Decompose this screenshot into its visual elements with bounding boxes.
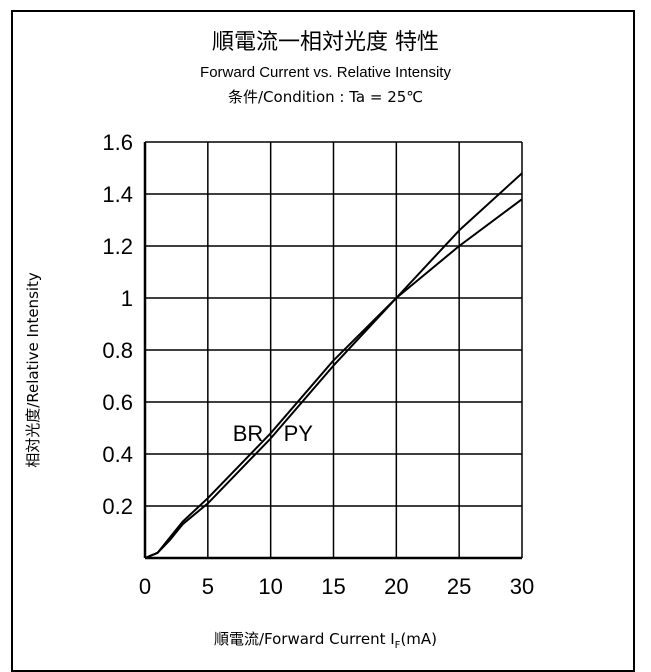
x-tick-label: 10 xyxy=(258,574,282,599)
y-tick-label: 1 xyxy=(121,286,133,311)
series-annotations: BR PY xyxy=(233,421,314,446)
x-tick-label: 5 xyxy=(202,574,214,599)
series-lines xyxy=(144,172,523,559)
chart-axes xyxy=(143,142,522,560)
y-tick-label: 0.4 xyxy=(102,442,133,467)
x-axis-label: 順電流/Forward Current IF(mA) xyxy=(0,628,651,651)
x-tick-label: 30 xyxy=(510,574,534,599)
x-tick-labels: 0 5 10 15 20 25 30 xyxy=(139,574,534,599)
series-label-py: PY xyxy=(284,421,314,446)
chart-title-cn: 順電流一相対光度 特性 xyxy=(212,30,439,55)
x-tick-label: 20 xyxy=(384,574,408,599)
y-tick-label: 1.2 xyxy=(102,234,133,259)
x-axis-label-prefix: 順電流/Forward Current I xyxy=(213,630,395,648)
y-tick-label: 1.6 xyxy=(102,130,133,155)
x-axis-label-suffix: (mA) xyxy=(400,630,438,648)
y-tick-label: 0.8 xyxy=(102,338,133,363)
x-tick-label: 15 xyxy=(321,574,345,599)
chart-condition: 条件/Condition : Ta = 25℃ xyxy=(228,88,424,106)
y-axis-label: 相対光度/Relative Intensity xyxy=(24,272,42,468)
series-line-py xyxy=(144,198,523,559)
chart-title-en: Forward Current vs. Relative Intensity xyxy=(200,64,451,81)
x-tick-label: 25 xyxy=(447,574,471,599)
y-tick-label: 0.2 xyxy=(102,494,133,519)
figure-frame xyxy=(11,10,635,672)
x-axis-label-sub: F xyxy=(394,640,401,651)
y-tick-label: 1.4 xyxy=(102,182,133,207)
series-label-br: BR xyxy=(233,421,264,446)
y-tick-labels: 0.2 0.4 0.6 0.8 1 1.2 1.4 1.6 xyxy=(102,130,133,519)
x-tick-label: 0 xyxy=(139,574,151,599)
chart-grid xyxy=(145,141,523,558)
y-tick-label: 0.6 xyxy=(102,390,133,415)
